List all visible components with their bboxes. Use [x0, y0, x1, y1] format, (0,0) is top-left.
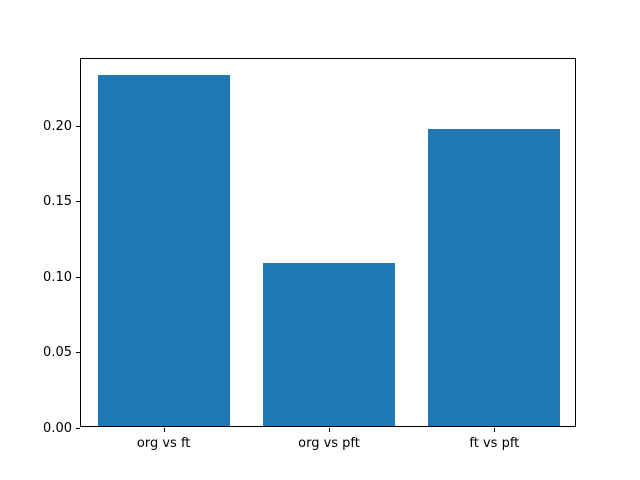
- y-axis-tick-label-0.10: 0.10: [43, 269, 72, 285]
- y-axis-tick: [76, 201, 80, 203]
- x-axis-tick: [329, 428, 330, 432]
- plot-area: org vs ft org vs pft ft vs pft 0.00 0.05 0.10…: [43, 58, 576, 450]
- x-axis-tick: [494, 428, 496, 432]
- y-axis-tick: [76, 276, 80, 278]
- bar-org-vs-pft: [262, 263, 396, 426]
- y-axis-tick-label-0.15: 0.15: [43, 194, 72, 210]
- bar-org-vs-ft: [97, 74, 230, 426]
- y-axis-tick: [76, 352, 80, 354]
- x-axis-tick-label-org-vs-ft: org vs ft: [136, 436, 191, 451]
- x-axis-tick: [163, 428, 165, 432]
- y-axis-tick: [76, 125, 80, 127]
- y-axis-tick-label-0.20: 0.20: [43, 118, 72, 134]
- y-axis-tick-label-0.05: 0.05: [43, 345, 72, 361]
- x-axis-tick-label-org-vs-pft: org vs pft: [298, 436, 360, 451]
- x-axis-tick-label-ft-vs-pft: ft vs pft: [469, 436, 520, 451]
- y-axis-tick-label-0.00: 0.00: [43, 420, 72, 436]
- y-axis-tick: [76, 427, 80, 429]
- bar-ft-vs-pft: [428, 128, 561, 426]
